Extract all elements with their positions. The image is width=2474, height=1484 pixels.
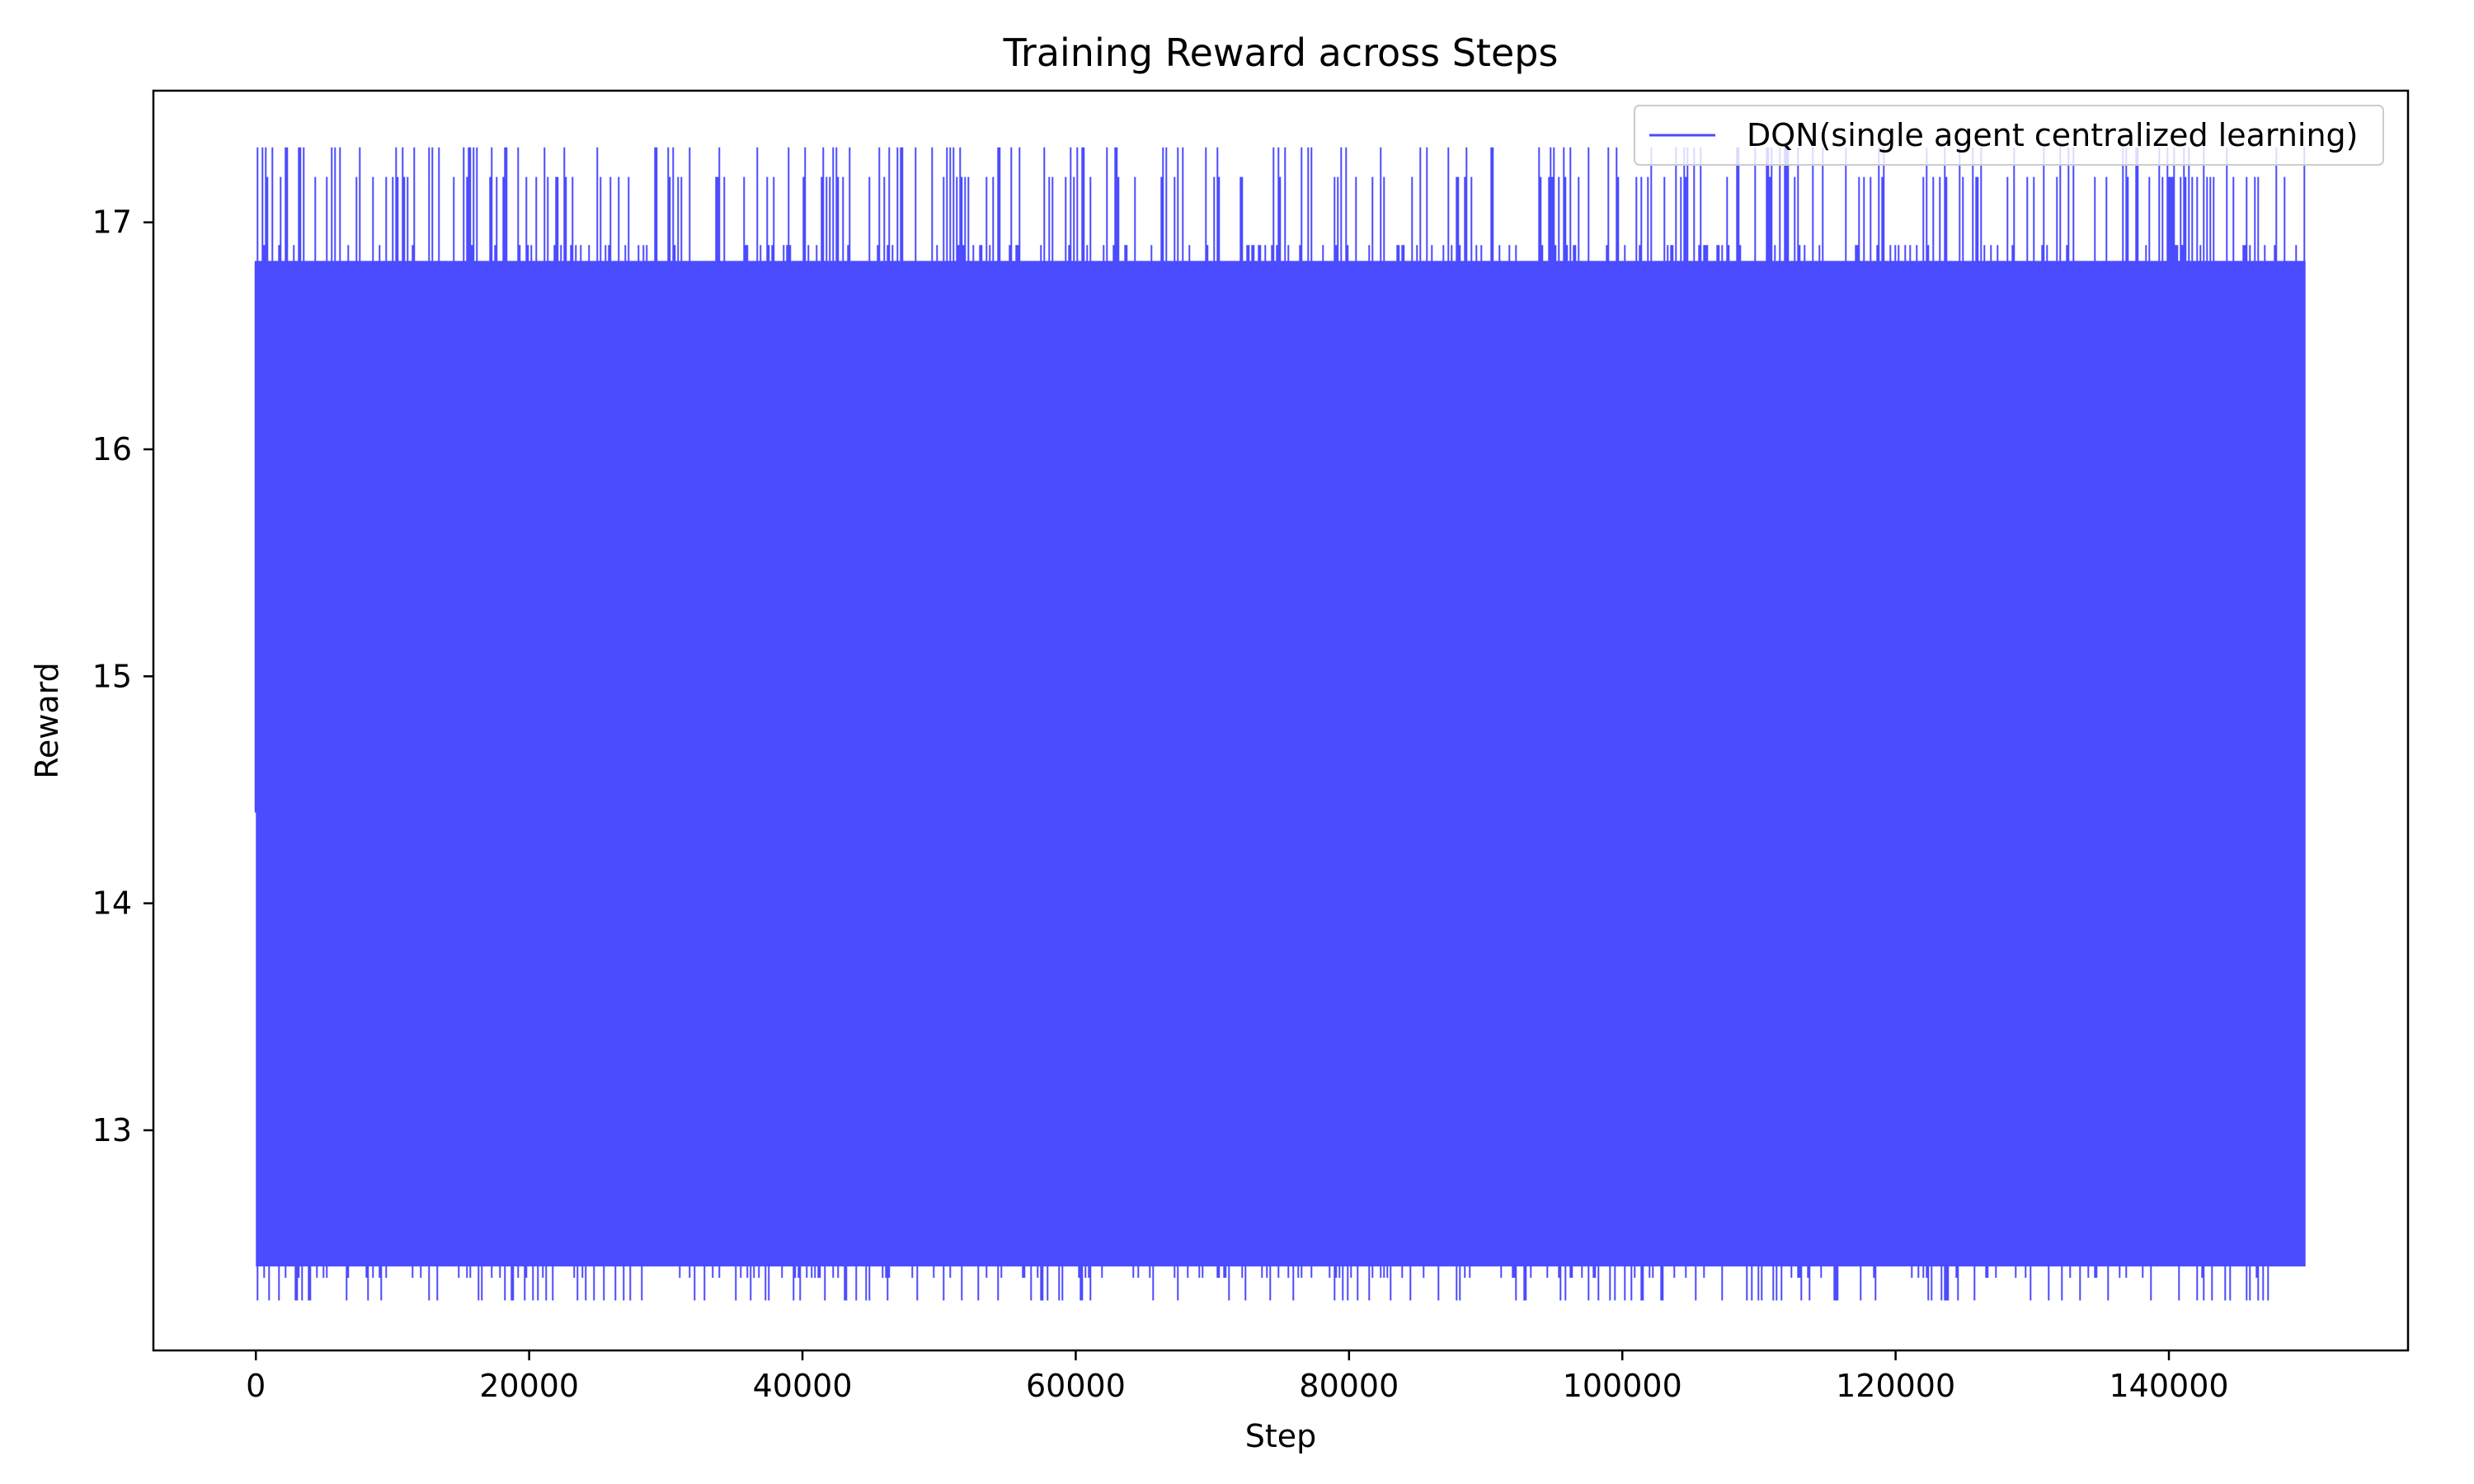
x-axis-label: Step	[1245, 1418, 1317, 1454]
y-tick-label: 14	[92, 885, 132, 922]
series-lower-spikes	[256, 1243, 2302, 1301]
y-tick-label: 15	[92, 658, 132, 694]
y-tick-label: 17	[92, 204, 132, 241]
plot-frame	[152, 89, 2410, 1352]
x-tick-label: 20000	[479, 1368, 579, 1404]
series-upper-spikes	[256, 147, 2306, 262]
x-tick-label: 0	[246, 1368, 266, 1404]
chart-title: Training Reward across Steps	[1003, 31, 1559, 75]
legend: DQN(single agent centralized learning)	[1634, 105, 2384, 166]
x-tick-label: 140000	[2109, 1368, 2228, 1404]
legend-box	[1634, 105, 2384, 166]
legend-label: DQN(single agent centralized learning)	[1747, 117, 2359, 153]
y-axis-label: Reward	[29, 662, 65, 779]
series-band	[256, 261, 2306, 1267]
x-tick-label: 80000	[1299, 1368, 1399, 1404]
x-tick-label: 40000	[753, 1368, 853, 1404]
y-tick-label: 13	[92, 1112, 132, 1148]
x-tick-label: 60000	[1026, 1368, 1126, 1404]
series-layer	[254, 147, 2306, 1301]
x-tick-label: 100000	[1563, 1368, 1682, 1404]
x-axis: 0 20000 40000 60000 80000 100000 120000 140000	[246, 1350, 2229, 1404]
y-tick-label: 16	[92, 431, 132, 467]
x-tick-label: 120000	[1836, 1368, 1955, 1404]
y-axis: 13 14 15 16 17	[92, 204, 153, 1148]
